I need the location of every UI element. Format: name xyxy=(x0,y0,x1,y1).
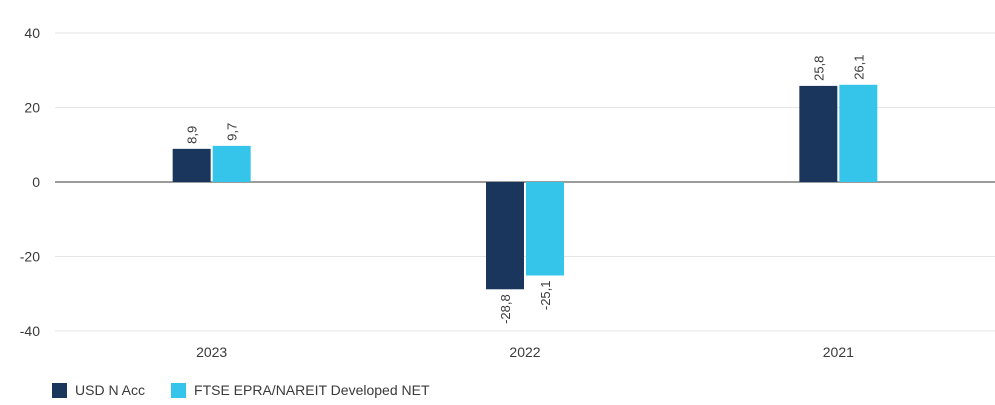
legend: USD N Acc FTSE EPRA/NAREIT Developed NET xyxy=(52,382,430,398)
bar-series-2 xyxy=(526,182,564,276)
data-label: 9,7 xyxy=(225,123,240,141)
bar-series-1 xyxy=(172,148,211,182)
data-label: 25,8 xyxy=(811,56,826,81)
data-label: -25,1 xyxy=(538,280,553,310)
data-label: 8,9 xyxy=(185,126,200,144)
bar-series-2 xyxy=(212,145,251,182)
x-tick-label: 2022 xyxy=(509,344,540,360)
data-label: -28,8 xyxy=(498,294,513,324)
y-tick-label: 40 xyxy=(24,25,40,41)
legend-label-series-1: USD N Acc xyxy=(75,382,146,398)
y-tick-label: 0 xyxy=(32,174,40,190)
bar-series-1 xyxy=(486,182,524,290)
bar-chart: 40 20 0 -20 -40 8,9 9,7 2023 -28,8 -25,1 2022 25,8 2… xyxy=(20,25,995,360)
legend-item-series-1: USD N Acc xyxy=(52,382,145,398)
bar-series-1 xyxy=(799,85,838,182)
data-label: 26,1 xyxy=(851,54,866,79)
legend-swatch-series-1 xyxy=(52,382,67,398)
x-tick-label: 2023 xyxy=(196,344,227,360)
legend-label-series-2: FTSE EPRA/NAREIT Developed NET xyxy=(194,382,430,398)
y-tick-label: 20 xyxy=(24,100,40,116)
bar-series-2 xyxy=(839,84,878,182)
y-tick-label: -40 xyxy=(20,323,40,339)
legend-swatch-series-2 xyxy=(171,382,187,398)
y-tick-label: -20 xyxy=(20,249,40,265)
legend-item-series-2: FTSE EPRA/NAREIT Developed NET xyxy=(171,382,430,398)
x-tick-label: 2021 xyxy=(823,344,854,360)
